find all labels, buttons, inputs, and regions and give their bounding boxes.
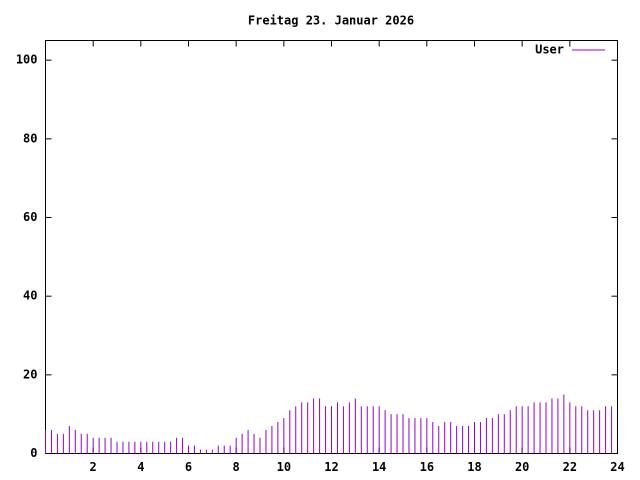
x-tick-label: 8 xyxy=(233,460,240,474)
y-tick-label: 100 xyxy=(16,53,38,67)
x-tick-label: 10 xyxy=(277,460,291,474)
x-tick-label: 6 xyxy=(185,460,192,474)
x-tick-label: 16 xyxy=(420,460,434,474)
y-tick-label: 0 xyxy=(30,446,37,460)
x-tick-label: 20 xyxy=(515,460,529,474)
y-tick-label: 80 xyxy=(23,131,37,145)
y-tick-label: 20 xyxy=(23,367,37,381)
chart-title: Freitag 23. Januar 2026 xyxy=(248,14,414,28)
x-tick-label: 4 xyxy=(137,460,144,474)
x-tick-label: 22 xyxy=(563,460,577,474)
y-tick-label: 60 xyxy=(23,210,37,224)
x-tick-label: 2 xyxy=(90,460,97,474)
x-tick-label: 12 xyxy=(324,460,338,474)
x-tick-label: 24 xyxy=(610,460,624,474)
x-tick-label: 14 xyxy=(372,460,386,474)
legend-label: User xyxy=(535,43,564,57)
y-tick-label: 40 xyxy=(23,289,37,303)
x-tick-label: 18 xyxy=(467,460,481,474)
